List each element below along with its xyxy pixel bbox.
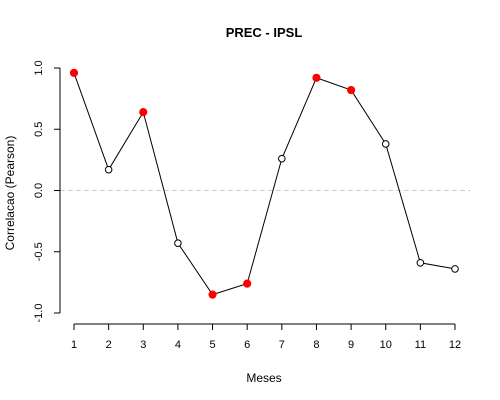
- data-point-highlighted: [208, 290, 217, 299]
- x-tick-label: 11: [415, 339, 426, 351]
- x-tick-label: 6: [244, 339, 250, 351]
- data-point-highlighted: [312, 73, 321, 82]
- data-point: [451, 265, 459, 273]
- data-point: [278, 154, 286, 163]
- data-points: [69, 68, 459, 299]
- y-axis: -1.0 -0.5 0.0 0.5 1.0: [33, 60, 61, 323]
- x-tick-label: 2: [106, 339, 112, 351]
- y-axis-label: Correlacao (Pearson): [3, 136, 17, 251]
- x-axis-label: Meses: [246, 371, 281, 385]
- y-tick-label: 0.0: [33, 183, 45, 198]
- x-tick-label: 7: [279, 339, 285, 351]
- y-tick-label: -1.0: [33, 304, 45, 323]
- data-point-highlighted: [346, 85, 356, 95]
- data-point: [381, 140, 390, 148]
- data-point: [174, 239, 182, 247]
- y-tick-label: 0.5: [33, 122, 45, 137]
- series-line: [73, 72, 456, 296]
- x-tick-label: 3: [140, 339, 146, 351]
- data-point-highlighted: [69, 68, 79, 78]
- data-point: [416, 258, 425, 267]
- x-axis: 1 2 3 4 5 6 7 8 9 10 11 12: [71, 323, 461, 351]
- data-point-highlighted: [243, 279, 252, 288]
- x-tick-label: 4: [175, 339, 181, 351]
- x-tick-label: 9: [348, 339, 354, 351]
- x-tick-label: 8: [313, 339, 319, 351]
- x-tick-label: 5: [209, 339, 215, 351]
- y-tick-label: 1.0: [33, 60, 45, 75]
- data-point: [104, 165, 113, 174]
- x-tick-label: 1: [71, 339, 77, 351]
- x-tick-label: 10: [380, 339, 392, 351]
- data-point-highlighted: [139, 108, 148, 117]
- chart-title: PREC - IPSL: [226, 25, 303, 40]
- y-tick-label: -0.5: [33, 242, 45, 261]
- x-tick-label: 12: [449, 339, 461, 351]
